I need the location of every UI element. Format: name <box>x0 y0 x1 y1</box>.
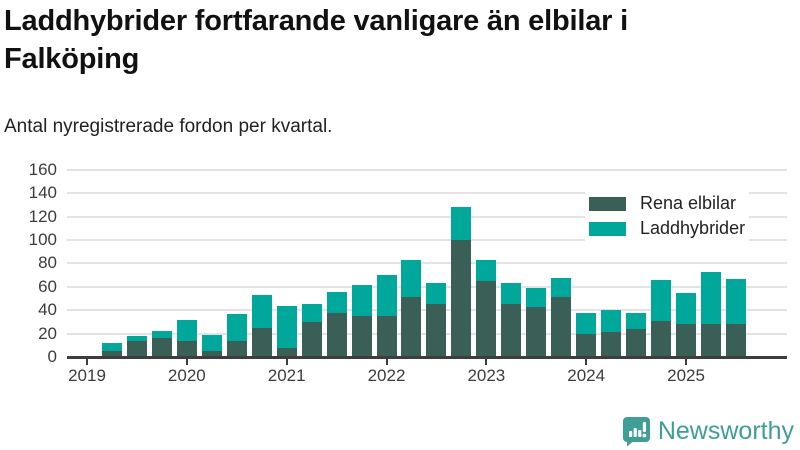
gridline <box>67 239 787 242</box>
y-axis-label: 160 <box>28 159 57 179</box>
brand-name: Newsworthy <box>657 417 794 445</box>
bar-segment-laddhybrider <box>501 283 522 305</box>
y-axis-label: 60 <box>38 276 57 296</box>
bar-segment-laddhybrider <box>576 312 597 334</box>
bar-segment-laddhybrider <box>676 292 697 325</box>
gridline <box>67 168 787 171</box>
bar-segment-laddhybrider <box>476 259 497 281</box>
year-tick <box>385 359 388 365</box>
bar-segment-laddhybrider <box>201 334 222 352</box>
bar-segment-elbilar <box>476 281 497 357</box>
year-tick <box>685 359 688 365</box>
bar-segment-elbilar <box>501 304 522 357</box>
legend-item-laddhybrider: Laddhybrider <box>589 216 745 241</box>
bar-segment-laddhybrider <box>626 312 647 329</box>
year-tick <box>185 359 188 365</box>
bar-segment-elbilar <box>551 297 572 357</box>
year-tick <box>585 359 588 365</box>
bar-segment-laddhybrider <box>351 284 372 317</box>
newsworthy-branding: Newsworthy <box>622 416 794 447</box>
bar-segment-laddhybrider <box>376 275 397 317</box>
x-axis-label: 2024 <box>567 366 606 385</box>
bar-segment-elbilar <box>126 340 147 357</box>
bar-segment-laddhybrider <box>176 319 197 341</box>
bar-segment-elbilar <box>276 347 297 357</box>
year-tick <box>86 359 88 365</box>
bar-segment-laddhybrider <box>601 310 622 333</box>
legend-label-elbilar: Rena elbilar <box>640 193 737 213</box>
legend-label-laddhybrider: Laddhybrider <box>640 218 746 238</box>
gridline <box>67 192 787 195</box>
gridline <box>67 262 787 265</box>
y-axis-label: 100 <box>28 230 57 250</box>
x-axis-label: 2022 <box>367 366 406 385</box>
bar-segment-laddhybrider <box>276 305 297 348</box>
bar-segment-elbilar <box>326 312 347 357</box>
y-axis-label: 140 <box>28 183 57 203</box>
bar-segment-laddhybrider <box>651 279 672 321</box>
bar-segment-laddhybrider <box>301 304 322 322</box>
bar-segment-laddhybrider <box>251 295 272 328</box>
bar-segment-laddhybrider <box>725 278 746 325</box>
bar-segment-elbilar <box>176 340 197 357</box>
bar-segment-laddhybrider <box>551 277 572 298</box>
y-axis-label: 120 <box>28 206 57 226</box>
bar-chart-speech-bubble-icon <box>622 417 650 447</box>
y-axis-label: 20 <box>38 323 57 343</box>
bar-segment-laddhybrider <box>401 259 422 298</box>
bar-segment-laddhybrider <box>126 335 147 341</box>
x-axis-label: 2020 <box>167 366 206 385</box>
bar-segment-elbilar <box>226 340 247 357</box>
bar-segment-laddhybrider <box>151 331 172 339</box>
chart-subtitle: Antal nyregistrerade fordon per kvartal. <box>4 116 333 137</box>
x-axis-label: 2019 <box>68 366 106 385</box>
bar-segment-elbilar <box>601 332 622 357</box>
y-axis-label: 80 <box>38 253 57 273</box>
bar-segment-elbilar <box>526 306 547 357</box>
bar-segment-elbilar <box>251 327 272 357</box>
bar-segment-elbilar <box>301 321 322 357</box>
legend: Rena elbilar Laddhybrider <box>585 189 750 243</box>
bar-segment-elbilar <box>376 316 397 357</box>
bar-segment-elbilar <box>576 333 597 357</box>
bar-segment-elbilar <box>701 324 721 357</box>
bar-segment-laddhybrider <box>701 271 721 325</box>
x-axis-label: 2023 <box>467 366 506 385</box>
legend-swatch-laddhybrider <box>589 221 626 236</box>
bar-segment-elbilar <box>676 324 697 357</box>
bar-segment-laddhybrider <box>451 207 472 241</box>
year-tick <box>485 359 488 365</box>
y-axis-label: 0 <box>47 347 57 366</box>
bar-segment-elbilar <box>401 297 422 357</box>
x-axis-line <box>67 356 787 359</box>
bar-segment-elbilar <box>351 316 372 357</box>
bar-segment-elbilar <box>101 351 122 357</box>
x-axis-label: 2025 <box>667 366 705 385</box>
bar-segment-elbilar <box>725 324 746 357</box>
bar-segment-laddhybrider <box>526 288 547 307</box>
bar-segment-elbilar <box>451 240 472 357</box>
x-axis-label: 2021 <box>267 366 306 385</box>
gridline <box>67 215 787 218</box>
bar-segment-laddhybrider <box>226 313 247 341</box>
legend-item-elbilar: Rena elbilar <box>589 191 745 216</box>
legend-swatch-elbilar <box>589 196 626 211</box>
bar-segment-laddhybrider <box>326 291 347 313</box>
bar-segment-laddhybrider <box>426 283 447 305</box>
bar-segment-laddhybrider <box>101 342 122 352</box>
bar-segment-elbilar <box>151 338 172 357</box>
y-axis-label: 40 <box>38 300 57 320</box>
bar-segment-elbilar <box>201 351 222 357</box>
bar-segment-elbilar <box>426 304 447 357</box>
bar-segment-elbilar <box>651 320 672 357</box>
chart-title: Laddhybrider fortfarande vanligare än el… <box>4 5 628 76</box>
bar-segment-elbilar <box>626 328 647 357</box>
year-tick <box>285 359 288 365</box>
